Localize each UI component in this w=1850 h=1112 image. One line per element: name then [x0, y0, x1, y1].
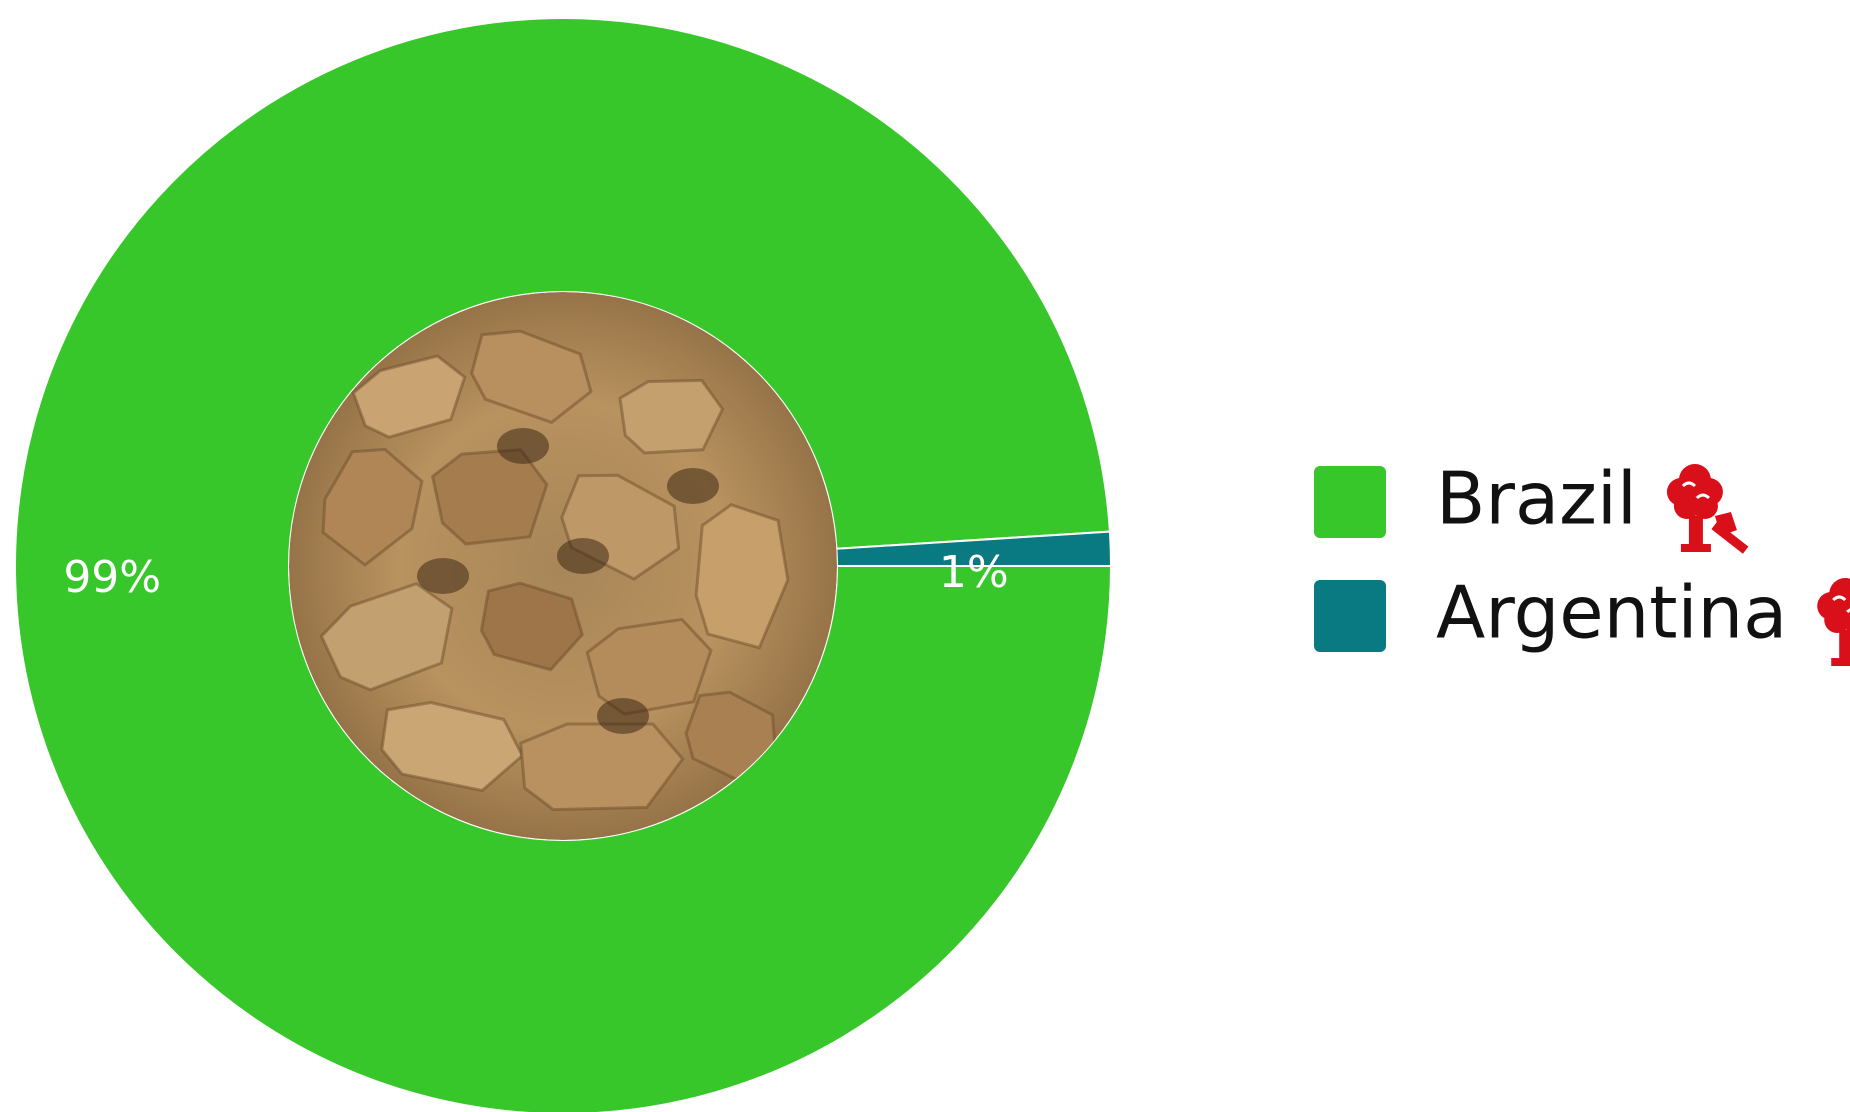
deforestation-icon — [1817, 578, 1850, 666]
legend-swatch — [1314, 466, 1386, 538]
legend-label: Brazil — [1436, 457, 1637, 541]
slice-labels: 99% 1% — [63, 547, 1008, 603]
legend-item-brazil: Brazil — [1314, 457, 1637, 541]
legend-label: Argentina — [1436, 571, 1787, 655]
legend: Brazil Argentina — [1314, 457, 1850, 666]
center-image — [289, 292, 837, 840]
deforestation-icon — [1666, 464, 1749, 554]
legend-item-argentina: Argentina — [1314, 571, 1787, 655]
slice-label-argentina: 1% — [939, 547, 1009, 598]
legend-swatch — [1314, 580, 1386, 652]
slice-label-brazil: 99% — [63, 552, 161, 603]
